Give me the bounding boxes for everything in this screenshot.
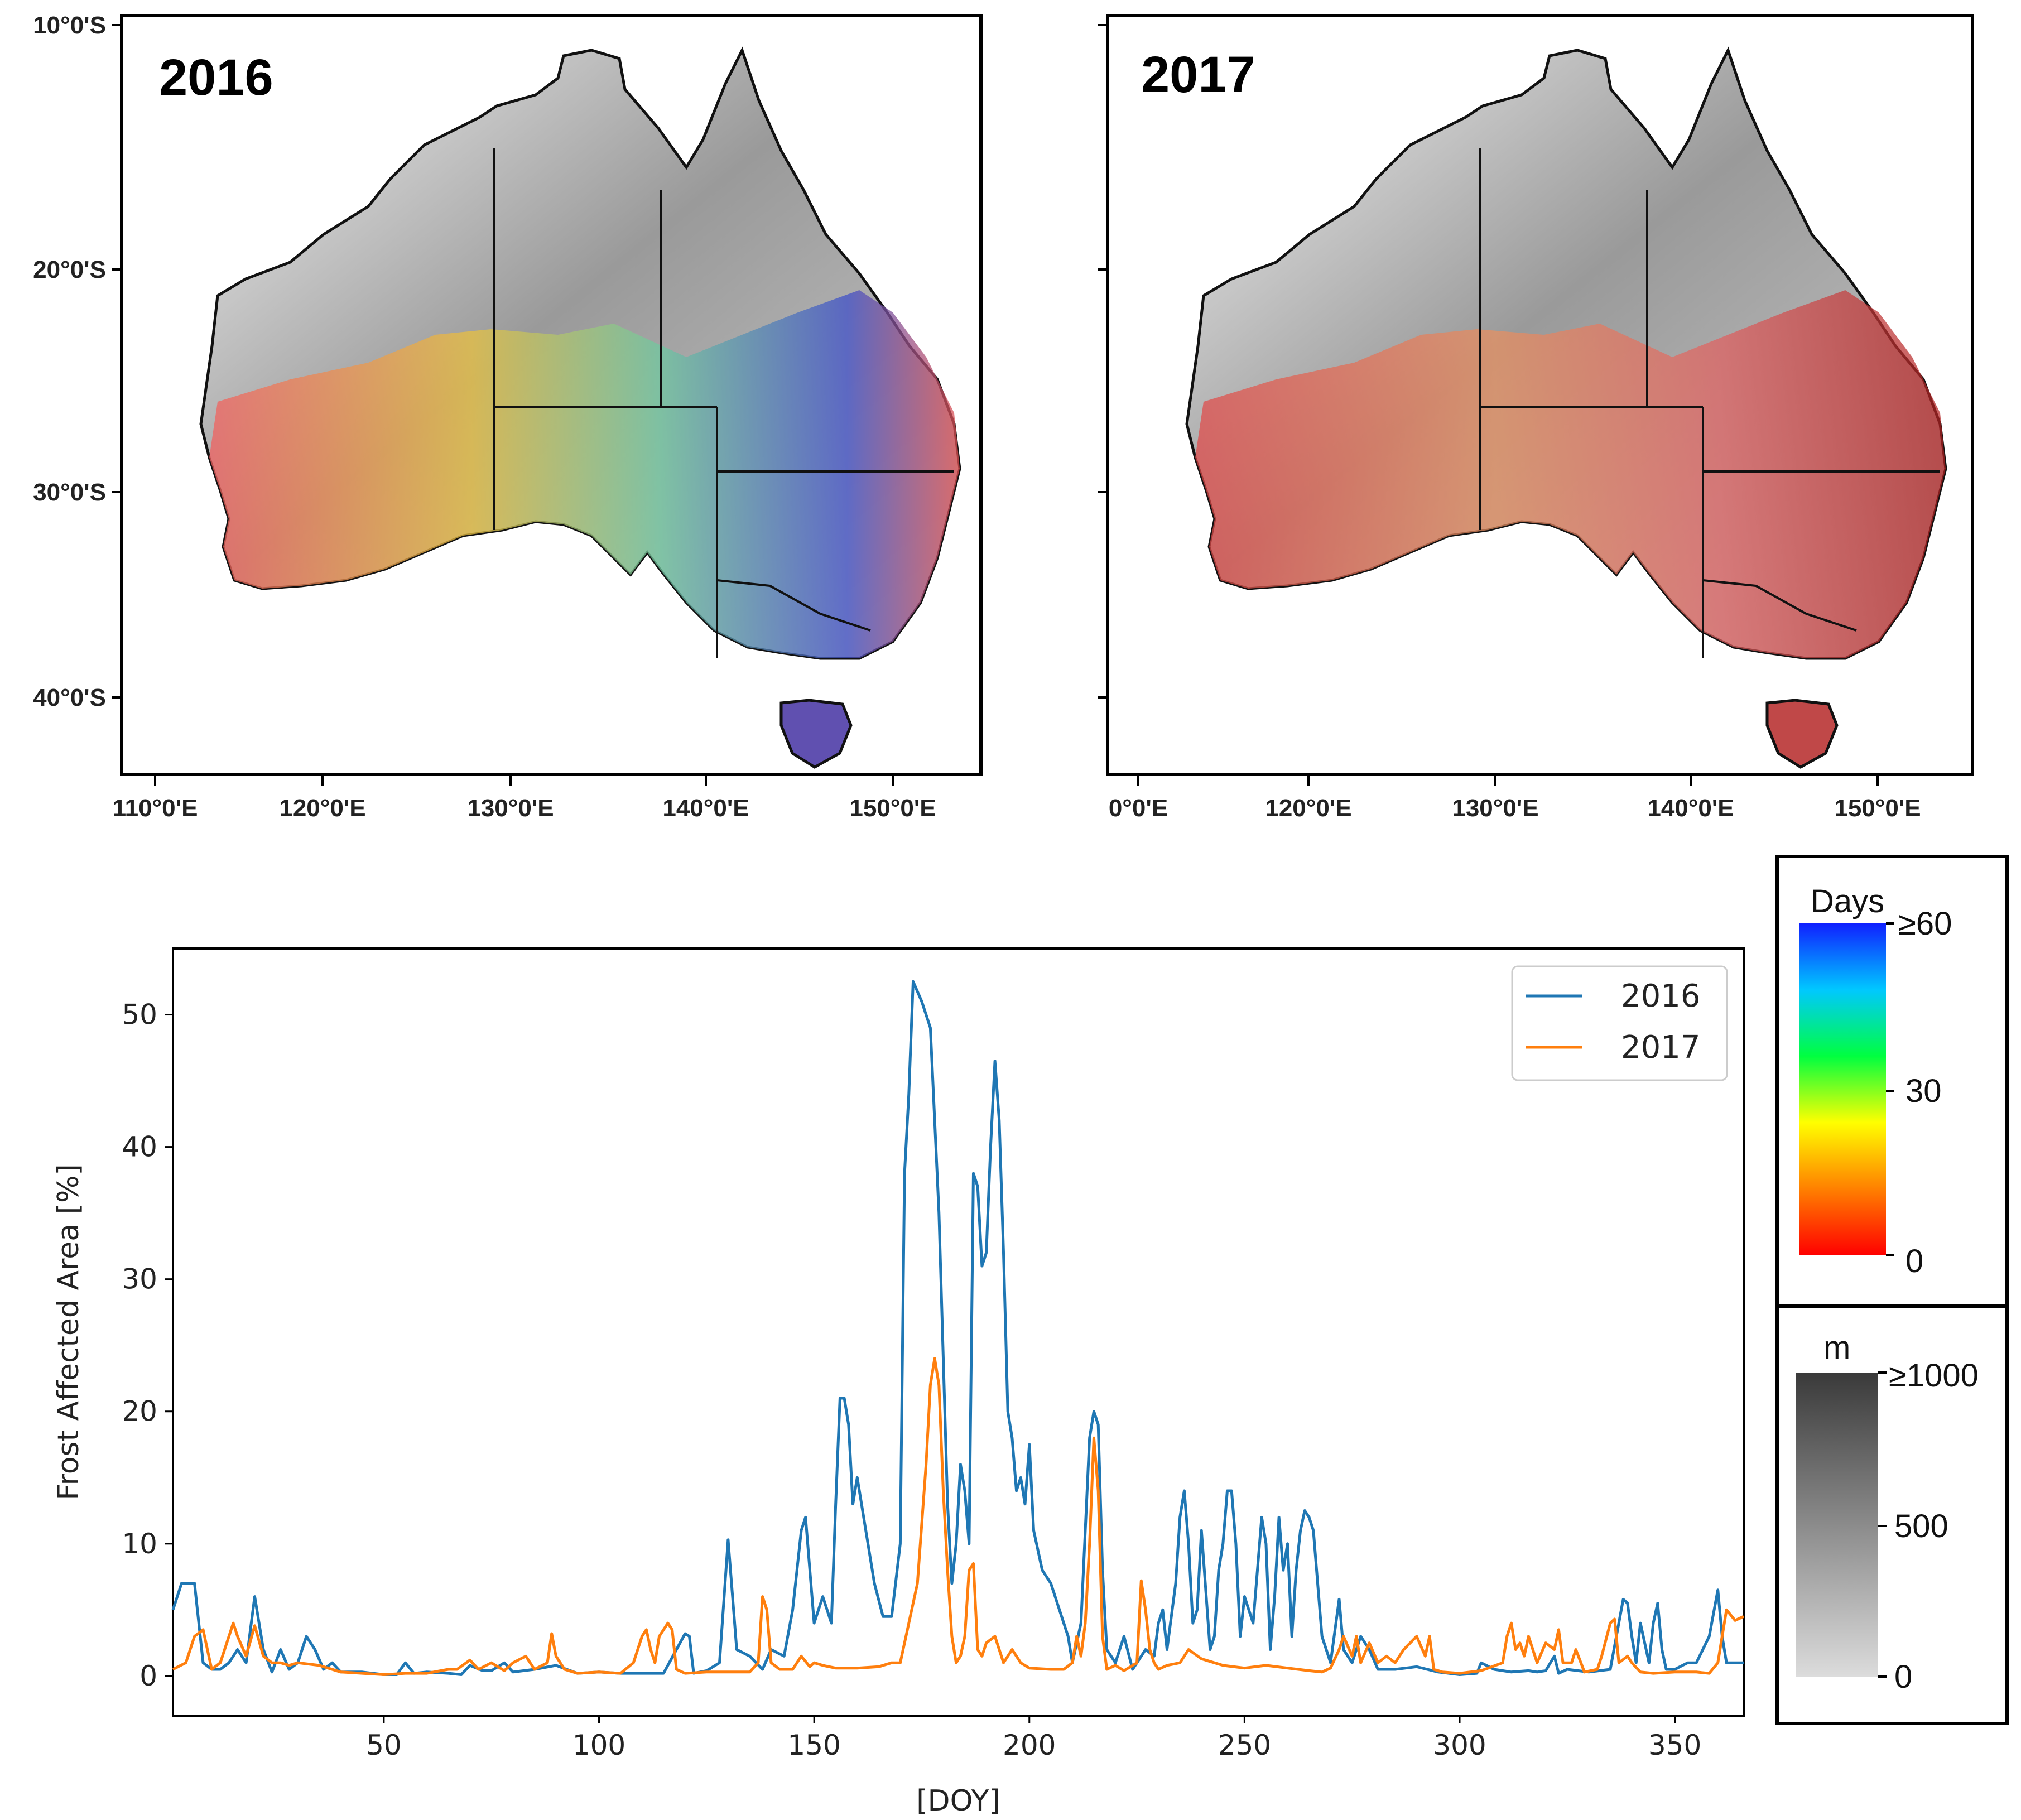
map-2016-title: 2016	[159, 49, 273, 106]
lon-label-130e-b: 130°0'E	[1452, 795, 1538, 822]
lon-label-130e: 130°0'E	[467, 795, 554, 822]
map-2017: 2017 0°0'E 120°0'E 130°0'E 140°0'E 150°0…	[1098, 14, 1974, 822]
tasmania-2016	[779, 699, 853, 769]
map-2016-lat-ticks: 10°0'S 20°0'S 30°0'S 40°0'S	[33, 12, 122, 711]
map-2017-lon-ticks: 0°0'E 120°0'E 130°0'E 140°0'E 150°0'E	[1109, 774, 1921, 822]
legend-label-2017: 2017	[1621, 1029, 1701, 1066]
y-tick-label-30: 30	[122, 1263, 157, 1296]
map-2016-lon-ticks: 110°0'E 120°0'E 130°0'E 140°0'E 150°0'E	[113, 774, 936, 822]
elevation-colorbar-title: m	[1823, 1330, 1850, 1366]
lon-label-110e: 110°0'E	[113, 795, 198, 822]
elevation-tick-mid: 500	[1894, 1508, 1948, 1544]
lon-label-150e: 150°0'E	[849, 795, 936, 822]
state-borders-2016	[493, 148, 954, 658]
chart-legend: 2016 2017	[1511, 965, 1728, 1081]
series-layer	[171, 980, 1745, 1676]
plot-area	[172, 947, 1745, 1717]
days-tick-mid: 30	[1905, 1073, 1942, 1109]
x-tick-label-250: 250	[1218, 1729, 1271, 1761]
elevation-colorbar-panel: m ≥1000 500 0	[1775, 1304, 2009, 1725]
y-axis-label: Frost Affected Area [%]	[52, 1164, 85, 1500]
x-tick-label-50: 50	[366, 1729, 402, 1761]
x-axis-ticks: 50 100 150 200 250 300 350	[366, 1716, 1701, 1761]
y-tick-label-20: 20	[122, 1395, 157, 1428]
days-colorbar-title: Days	[1811, 883, 1884, 919]
x-tick-label-100: 100	[572, 1729, 625, 1761]
y-tick-label-40: 40	[122, 1131, 157, 1163]
map-2017-title: 2017	[1141, 46, 1255, 103]
x-tick-label-300: 300	[1433, 1729, 1486, 1761]
x-axis-label: [DOY]	[916, 1784, 1000, 1818]
frost-area-line-chart: 50 100 150 200 250 300 350 0 10 20 30 40 50 [DOY] F…	[52, 947, 1745, 1818]
tasmania-2017	[1765, 699, 1839, 769]
legend-label-2016: 2016	[1621, 978, 1701, 1014]
frost-days-overlay-2017	[1195, 290, 1946, 658]
y-tick-label-0: 0	[139, 1660, 157, 1692]
map-2016: 2016 10°0'S 20°0'S 30°0'S 40°0'S 110°0'E…	[33, 12, 983, 822]
y-tick-label-10: 10	[122, 1528, 157, 1560]
lon-label-120e: 120°0'E	[279, 795, 365, 822]
lon-label-120e-b: 120°0'E	[1265, 795, 1351, 822]
lon-label-140e: 140°0'E	[662, 795, 749, 822]
elevation-tick-max: ≥1000	[1889, 1357, 1979, 1394]
elevation-colorbar-ramp	[1796, 1373, 1878, 1677]
days-tick-min: 0	[1905, 1243, 1923, 1279]
lat-label-20s: 20°0'S	[33, 256, 106, 283]
series-line-2017	[172, 1357, 1745, 1676]
state-borders-2017	[1479, 148, 1940, 658]
y-axis-ticks: 0 10 20 30 40 50	[122, 999, 173, 1692]
days-tick-max: ≥60	[1898, 906, 1952, 942]
lat-label-10s: 10°0'S	[33, 12, 106, 39]
x-tick-label-150: 150	[787, 1729, 840, 1761]
lon-label-0e: 0°0'E	[1109, 795, 1168, 822]
days-colorbar-panel: Days ≥60 30 0	[1775, 855, 2009, 1308]
lon-label-150e-b: 150°0'E	[1834, 795, 1921, 822]
elevation-tick-min: 0	[1894, 1659, 1912, 1695]
lon-label-140e-b: 140°0'E	[1647, 795, 1734, 822]
y-tick-label-50: 50	[122, 999, 157, 1031]
days-colorbar-ramp	[1799, 923, 1886, 1255]
lat-label-30s: 30°0'S	[33, 479, 106, 506]
lat-label-40s: 40°0'S	[33, 684, 106, 711]
frost-days-overlay-2016	[209, 290, 960, 658]
map-2017-lat-ticks	[1098, 24, 1108, 699]
x-tick-label-350: 350	[1648, 1729, 1701, 1761]
x-tick-label-200: 200	[1003, 1729, 1056, 1761]
